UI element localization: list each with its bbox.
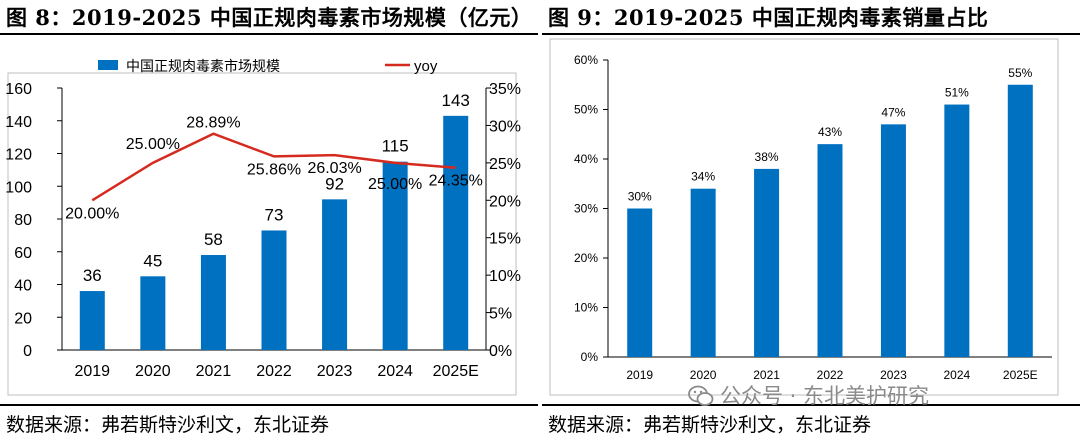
bar-data-label: 45 — [143, 251, 162, 270]
bar-market-size — [261, 230, 287, 350]
bar-sales-share — [754, 168, 780, 357]
figure-8-bottom-rule — [0, 404, 538, 406]
watermark: 公众号 · 东北美护研究 — [688, 380, 929, 410]
x-tick-label: 2023 — [880, 368, 907, 382]
x-tick-label: 2025E — [1003, 368, 1038, 382]
x-tick-label: 2019 — [74, 363, 110, 380]
y-tick-label: 10% — [574, 301, 598, 315]
bar-market-size — [200, 255, 226, 350]
chart-frame — [549, 38, 1059, 396]
y2-tick-label: 10% — [489, 268, 521, 285]
x-tick-label: 2022 — [256, 363, 292, 380]
bar-data-label: 143 — [442, 91, 470, 110]
bar-data-label: 73 — [265, 205, 284, 224]
yoy-line — [91, 132, 456, 202]
y2-tick-label: 25% — [489, 156, 521, 173]
y2-tick-label: 35% — [489, 81, 521, 98]
y2-tick-label: 5% — [489, 306, 512, 323]
yoy-data-label: 20.00% — [65, 205, 119, 222]
x-tick-label: 2025E — [433, 363, 479, 380]
y-tick-label: 160 — [5, 81, 32, 98]
x-tick-label: 2022 — [817, 368, 844, 382]
y-tick-label: 40 — [14, 278, 32, 295]
y2-tick-label: 0% — [489, 343, 512, 360]
market-size-chart: 0 20 40 60 80 100 120 140 160 0% 5% 10% 15% 20% 25% 30%… — [5, 58, 521, 396]
bar-sales-share — [817, 144, 843, 357]
bar-market-size — [443, 115, 469, 351]
y-tick-label: 0 — [23, 343, 32, 360]
y-tick-label: 0% — [581, 350, 599, 364]
legend-bar-swatch — [98, 60, 118, 70]
bar-sales-share — [627, 208, 653, 357]
bar-sales-share — [944, 104, 970, 357]
legend-bar-label: 中国正规肉毒素市场规模 — [126, 58, 280, 74]
figure-8-panel: 图 8：2019-2025 中国正规肉毒素市场规模（亿元） 0 20 40 60 80 1… — [0, 0, 538, 440]
yoy-data-label: 25.00% — [126, 136, 180, 153]
figure-8-top-rule — [0, 33, 538, 35]
bar-data-label: 51% — [945, 86, 969, 100]
figure-9-top-rule — [542, 33, 1080, 35]
bar-data-label: 55% — [1008, 66, 1032, 80]
bar-data-label: 92 — [325, 174, 344, 193]
watermark-text: 公众号 · 东北美护研究 — [720, 384, 930, 408]
x-tick-label: 2021 — [753, 368, 780, 382]
bar-data-label: 47% — [881, 105, 905, 119]
x-tick-label: 2021 — [196, 363, 232, 380]
y-tick-label: 30% — [574, 202, 598, 216]
bar-data-label: 30% — [628, 190, 652, 204]
y-tick-label: 140 — [5, 114, 32, 131]
sales-share-chart: 0% 10% 20% 30% 40% 50% 60% 30% 2019 34% 2020 38% 202… — [549, 38, 1059, 396]
y-tick-label: 60% — [574, 53, 598, 67]
y-tick-label: 50% — [574, 103, 598, 117]
y-tick-label: 20% — [574, 251, 598, 265]
bar-data-label: 38% — [755, 150, 779, 164]
chart-frame — [7, 72, 517, 396]
yoy-data-label: 25.86% — [247, 161, 301, 178]
x-tick-label: 2020 — [690, 368, 717, 382]
y-tick-label: 40% — [574, 152, 598, 166]
wechat-icon — [688, 385, 714, 406]
bar-sales-share — [1007, 84, 1033, 357]
bar-data-label: 115 — [382, 137, 409, 156]
bar-sales-share — [690, 188, 716, 357]
bar-data-label: 58 — [204, 230, 223, 249]
y2-tick-label: 20% — [489, 193, 521, 210]
figure-9-source: 数据来源：弗若斯特沙利文，东北证券 — [548, 414, 872, 436]
x-tick-label: 2024 — [377, 363, 413, 380]
y-tick-label: 60 — [14, 245, 32, 262]
figure-9-bottom-rule — [542, 404, 1080, 406]
y-tick-label: 120 — [5, 147, 32, 164]
figure-9-title: 图 9：2019-2025 中国正规肉毒素销量占比 — [548, 5, 989, 30]
yoy-data-label: 28.89% — [186, 115, 240, 132]
yoy-data-label: 25.00% — [368, 176, 422, 193]
figure-8-source: 数据来源：弗若斯特沙利文，东北证券 — [6, 414, 330, 436]
bar-market-size — [79, 291, 105, 350]
yoy-data-label: 26.03% — [307, 160, 361, 177]
legend-line-label: yoy — [414, 58, 438, 75]
bar-sales-share — [880, 124, 906, 357]
yoy-data-label: 24.35% — [429, 173, 483, 190]
x-tick-label: 2023 — [317, 363, 353, 380]
bar-market-size — [140, 276, 166, 350]
x-tick-label: 2019 — [626, 368, 653, 382]
figure-8-title: 图 8：2019-2025 中国正规肉毒素市场规模（亿元） — [6, 5, 533, 30]
y2-tick-label: 15% — [489, 231, 521, 248]
figure-9-panel: 图 9：2019-2025 中国正规肉毒素销量占比 0% 10% 20% 30% 40%… — [542, 0, 1080, 440]
y-tick-label: 20 — [14, 310, 32, 327]
bar-market-size — [322, 199, 348, 350]
x-tick-label: 2020 — [135, 363, 171, 380]
x-tick-label: 2024 — [944, 368, 971, 382]
bar-market-size — [382, 161, 408, 350]
y-tick-label: 100 — [5, 179, 32, 196]
bar-data-label: 34% — [691, 170, 715, 184]
bar-data-label: 36 — [83, 266, 102, 285]
y2-tick-label: 30% — [489, 118, 521, 135]
y-tick-label: 80 — [14, 212, 32, 229]
bar-data-label: 43% — [818, 125, 842, 139]
